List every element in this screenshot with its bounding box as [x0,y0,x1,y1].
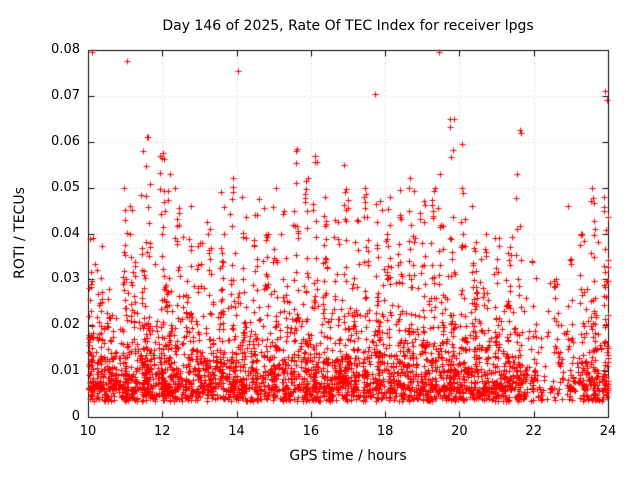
y-tick-label: 0.08 [51,42,80,57]
y-tick-label: 0.01 [51,363,80,379]
x-tick-label: 22 [525,424,542,439]
x-tick-label: 24 [599,424,617,439]
y-tick-label: 0.05 [51,179,80,195]
x-tick-label: 12 [154,424,171,439]
x-tick-label: 14 [228,424,245,439]
x-tick-label: 20 [451,424,468,439]
y-tick-label: 0 [71,409,80,424]
y-tick-label: 0.06 [51,133,80,149]
x-axis-label: GPS time / hours [289,448,407,464]
x-tick-label: 16 [302,424,320,439]
y-tick-label: 0.02 [51,317,80,333]
y-tick-label: 0.03 [51,271,80,287]
y-tick-label: 0.07 [51,87,80,103]
chart-title: Day 146 of 2025, Rate Of TEC Index for r… [162,18,534,34]
x-tick-label: 18 [376,424,394,439]
y-tick-label: 0.04 [51,225,80,241]
x-tick-label: 10 [79,424,97,439]
